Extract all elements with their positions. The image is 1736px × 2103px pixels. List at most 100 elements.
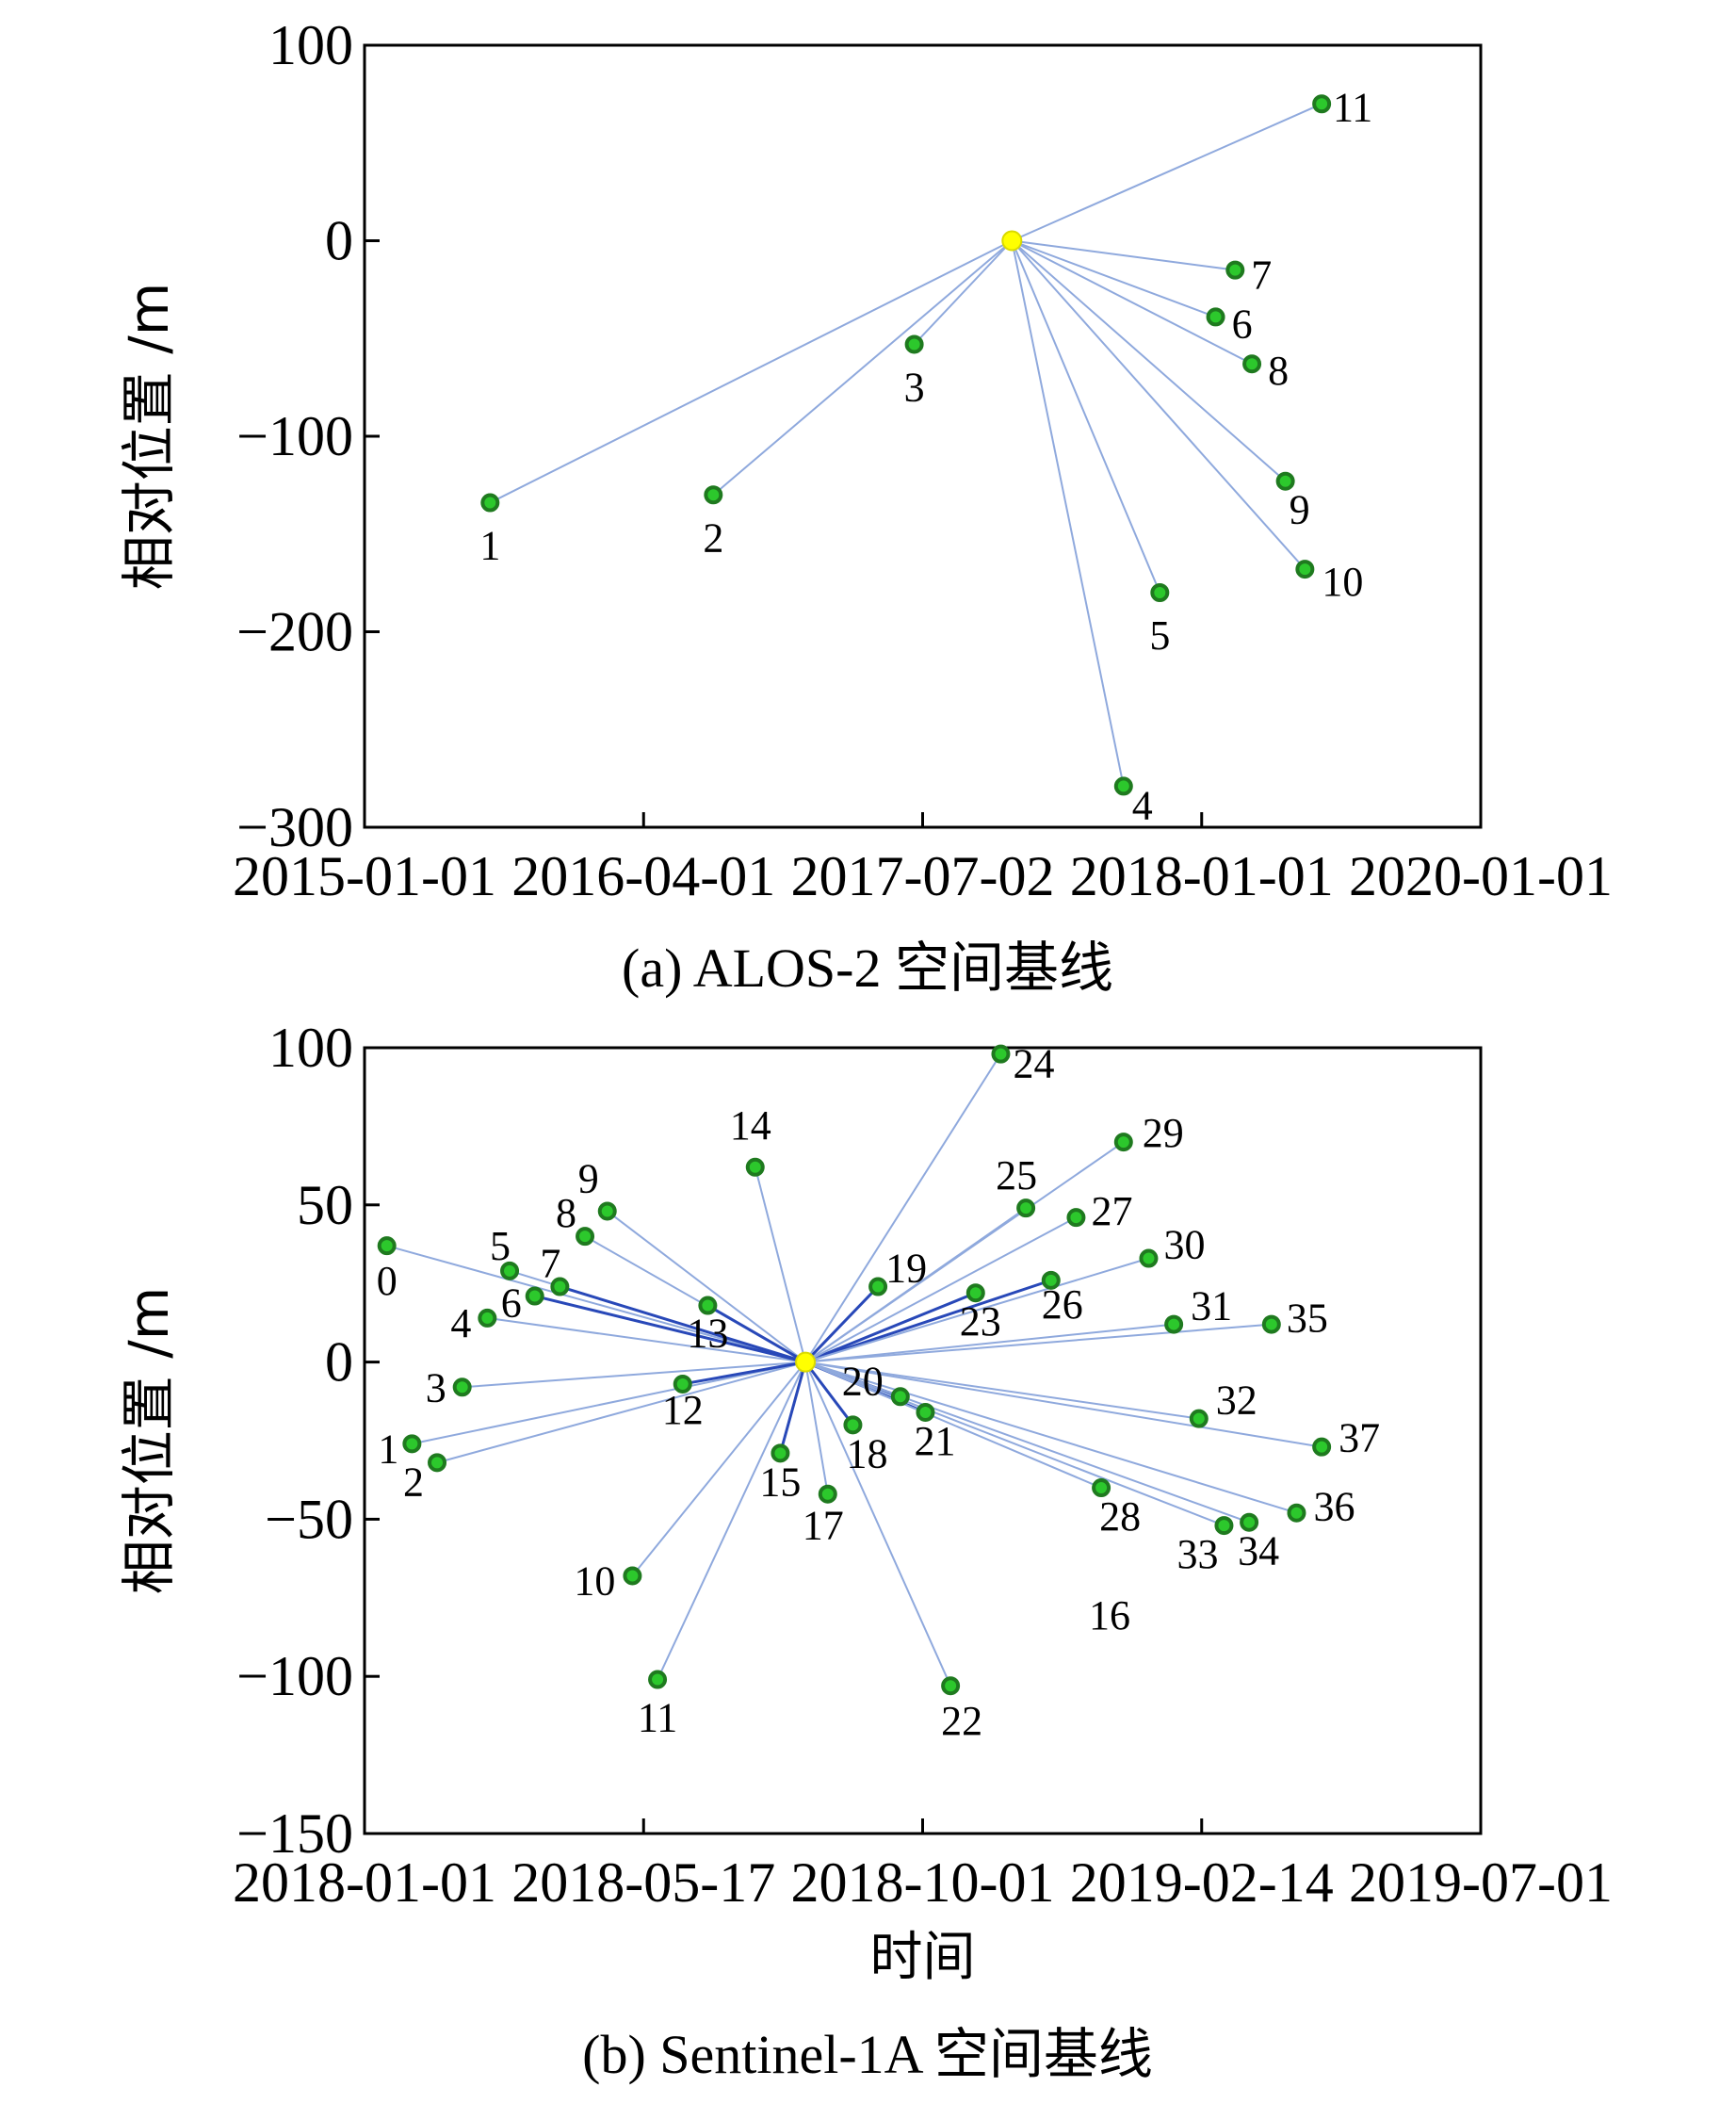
y-tick-label: 0 <box>325 210 353 272</box>
panel-a-caption: (a) ALOS-2 空间基线 <box>622 937 1113 999</box>
baseline-edge-27 <box>804 1216 1077 1363</box>
acquisition-point-6 <box>1206 307 1225 327</box>
point-label-10: 10 <box>574 1557 615 1604</box>
x-tick-label: 2018-01-01 <box>1070 845 1334 907</box>
acquisition-point-28 <box>1092 1478 1111 1498</box>
x-tick-label: 2018-10-01 <box>791 1851 1055 1914</box>
baseline-edge-29 <box>804 1141 1125 1363</box>
point-label-17: 17 <box>803 1503 844 1549</box>
baseline-edge-15 <box>778 1361 807 1454</box>
point-label-5: 5 <box>490 1223 511 1269</box>
acquisition-point-5 <box>500 1261 520 1280</box>
acquisition-point-8 <box>576 1227 595 1247</box>
point-label-1: 1 <box>479 523 500 569</box>
reference-point <box>1001 230 1023 252</box>
point-label-3: 3 <box>426 1364 446 1410</box>
point-label-18: 18 <box>846 1430 887 1476</box>
point-label-19: 19 <box>885 1246 927 1292</box>
acquisition-point-24 <box>991 1044 1011 1064</box>
acquisition-point-20 <box>890 1387 910 1407</box>
y-axis-label: 相对位置 /m <box>117 283 181 590</box>
baseline-edge-10 <box>1011 239 1306 570</box>
acquisition-point-13 <box>698 1296 718 1315</box>
acquisition-point-9 <box>597 1201 617 1221</box>
point-label-0: 0 <box>377 1258 397 1304</box>
x-tick-label: 2015-01-01 <box>233 845 496 907</box>
baseline-edge-7 <box>1012 239 1236 271</box>
acquisition-point-2 <box>428 1453 447 1473</box>
baseline-edge-1 <box>412 1361 806 1445</box>
point-label-33: 33 <box>1176 1531 1218 1577</box>
point-label-35: 35 <box>1287 1296 1328 1342</box>
point-label-8: 8 <box>556 1190 576 1236</box>
point-label-14: 14 <box>730 1102 771 1149</box>
point-label-21: 21 <box>914 1418 955 1464</box>
baseline-edge-10 <box>631 1361 806 1577</box>
baseline-edge-7 <box>559 1285 806 1364</box>
baseline-edge-13 <box>706 1304 806 1363</box>
y-tick-label: −100 <box>236 405 353 467</box>
baseline-edge-23 <box>804 1291 977 1363</box>
acquisition-point-21 <box>916 1402 935 1422</box>
baseline-edge-9 <box>1011 239 1287 482</box>
acquisition-point-26 <box>1041 1270 1061 1290</box>
baseline-edges <box>386 1053 1322 1687</box>
baseline-edge-32 <box>804 1361 1199 1420</box>
point-label-23: 23 <box>960 1298 1001 1345</box>
acquisition-point-17 <box>818 1484 837 1504</box>
acquisition-point-4 <box>1113 776 1133 796</box>
panel-b-caption: (b) Sentinel-1A 空间基线 <box>582 2024 1153 2085</box>
y-tick-label: −50 <box>265 1488 353 1550</box>
acquisition-point-36 <box>1287 1503 1306 1523</box>
acquisition-point-4 <box>478 1308 497 1328</box>
point-label-36: 36 <box>1313 1484 1355 1530</box>
baseline-edge-2 <box>436 1361 806 1464</box>
baseline-edge-14 <box>754 1166 807 1362</box>
acquisition-point-6 <box>525 1286 544 1306</box>
baseline-edge-33 <box>804 1361 1225 1527</box>
point-label-1: 1 <box>378 1426 398 1472</box>
baseline-edge-22 <box>804 1361 952 1687</box>
baseline-edge-35 <box>804 1323 1272 1363</box>
acquisition-point-15 <box>771 1443 790 1463</box>
acquisition-point-1 <box>402 1434 422 1454</box>
point-label-34: 34 <box>1238 1528 1279 1574</box>
acquisition-point-10 <box>1295 560 1315 579</box>
x-tick-label: 2017-07-02 <box>791 845 1055 907</box>
acquisition-point-9 <box>1275 471 1295 491</box>
x-tick-label: 2016-04-01 <box>511 845 775 907</box>
baseline-edge-4 <box>487 1316 806 1363</box>
baseline-edge-26 <box>804 1279 1052 1364</box>
acquisition-point-32 <box>1189 1409 1209 1428</box>
acquisition-point-11 <box>648 1670 668 1689</box>
baseline-edge-2 <box>712 239 1013 497</box>
point-label-6: 6 <box>501 1280 522 1327</box>
point-label-9: 9 <box>578 1155 599 1201</box>
acquisition-point-2 <box>704 485 723 505</box>
baseline-edge-9 <box>607 1210 806 1363</box>
x-tick-label: 2019-02-14 <box>1070 1851 1334 1914</box>
acquisition-point-29 <box>1113 1133 1133 1152</box>
y-tick-label: −100 <box>236 1645 353 1707</box>
baseline-edge-6 <box>1011 239 1216 318</box>
point-label-5: 5 <box>1149 612 1170 659</box>
acquisition-point-14 <box>745 1157 765 1177</box>
acquisition-point-30 <box>1139 1248 1159 1268</box>
acquisition-point-3 <box>452 1378 472 1397</box>
point-label-9: 9 <box>1290 487 1310 533</box>
point-label-26: 26 <box>1042 1281 1083 1328</box>
acquisition-point-37 <box>1312 1437 1332 1457</box>
reference-point <box>795 1351 817 1373</box>
point-label-13: 13 <box>687 1311 728 1357</box>
baseline-edge-5 <box>1011 240 1161 594</box>
baseline-edge-8 <box>1011 239 1253 366</box>
point-label-6: 6 <box>1232 301 1253 347</box>
baseline-edge-28 <box>804 1361 1102 1489</box>
point-label-2: 2 <box>403 1459 424 1505</box>
point-label-31: 31 <box>1191 1283 1232 1329</box>
point-label-37: 37 <box>1339 1415 1380 1461</box>
x-tick-label: 2018-01-01 <box>233 1851 496 1914</box>
acquisition-point-11 <box>1312 94 1332 114</box>
point-label-4: 4 <box>1132 782 1153 828</box>
